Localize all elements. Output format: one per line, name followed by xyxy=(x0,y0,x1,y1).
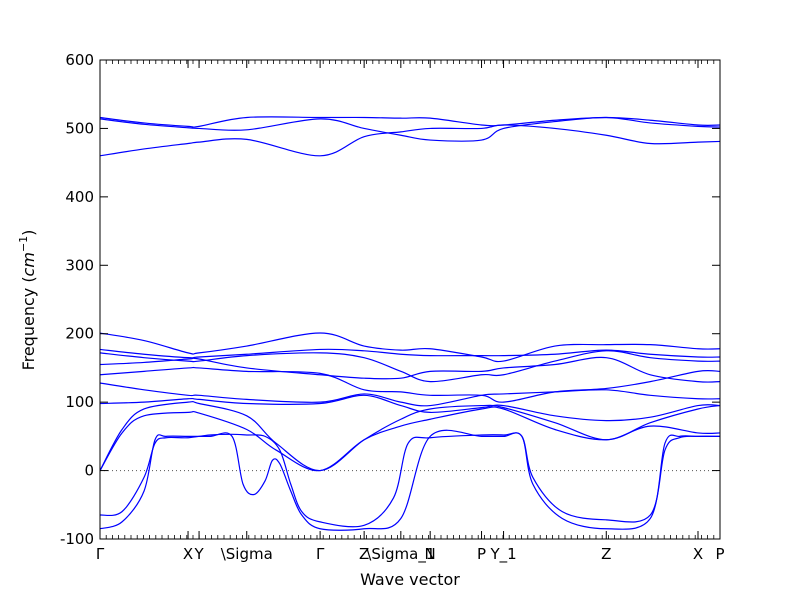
y-tick-label: 600 xyxy=(65,51,94,69)
y-tick-label: 0 xyxy=(84,462,94,480)
y-axis-label: Frequency (cm−1) xyxy=(17,230,38,371)
x-tick-label: Z xyxy=(601,545,611,563)
band-line-3 xyxy=(99,124,721,157)
y-tick-label: -100 xyxy=(60,530,94,548)
band-line-2 xyxy=(99,116,721,142)
x-tick-label: N xyxy=(425,545,436,563)
band-line-13 xyxy=(99,429,720,531)
band-line-6 xyxy=(99,350,721,383)
x-axis-label: Wave vector xyxy=(360,570,460,589)
plot-frame xyxy=(99,59,721,540)
band-line-9 xyxy=(99,382,721,407)
y-axis-ticks: -100 0 100 200 300 400 500 600 xyxy=(60,51,720,548)
x-tick-label: Z xyxy=(359,545,369,563)
x-tick-label: X xyxy=(693,545,703,563)
x-tick-label: X xyxy=(183,545,193,563)
band-line-1 xyxy=(99,116,721,128)
y-axis-label-unit: cm xyxy=(19,252,38,276)
band-line-14 xyxy=(99,432,721,528)
y-tick-label: 200 xyxy=(65,325,94,343)
band-line-12 xyxy=(99,406,721,472)
y-tick-label: 300 xyxy=(65,256,94,274)
x-tick-label: Γ xyxy=(96,545,105,563)
band-line-10 xyxy=(99,394,721,422)
y-axis-label-close: ) xyxy=(19,230,38,236)
y-axis-label-exponent: −1 xyxy=(17,236,30,252)
y-tick-label: 100 xyxy=(65,393,94,411)
band-line-7 xyxy=(99,356,721,383)
y-axis-label-main: Frequency ( xyxy=(19,276,38,370)
y-tick-label: 500 xyxy=(65,119,94,137)
x-tick-label: Γ xyxy=(316,545,325,563)
band-line-8 xyxy=(99,366,721,403)
band-line-4 xyxy=(99,332,721,363)
x-tick-label: P xyxy=(715,545,724,563)
band-line-5 xyxy=(99,348,721,359)
band-series-group xyxy=(99,116,721,531)
x-tick-label: \Sigma xyxy=(221,545,273,563)
x-tick-label: Y xyxy=(193,545,204,563)
x-tick-label: \Sigma_1 xyxy=(366,545,435,564)
x-tick-label: Y_1 xyxy=(489,545,516,564)
x-tick-label: P xyxy=(477,545,486,563)
y-tick-label: 400 xyxy=(65,188,94,206)
x-axis-ticks: Γ X Y \Sigma Γ Z\Sigma_1N P Y_1 Z X P xyxy=(96,60,725,564)
